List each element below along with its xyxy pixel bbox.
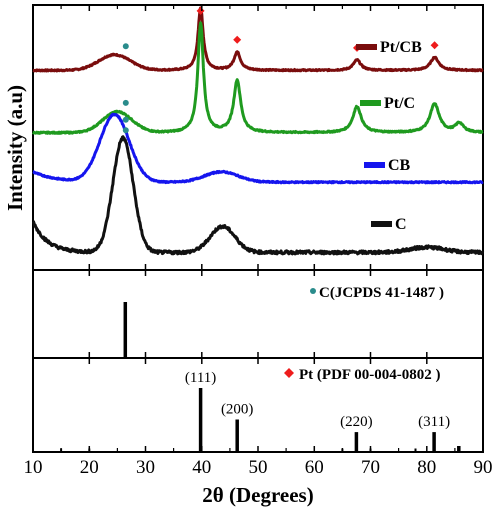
x-tick-label: 60: [305, 457, 324, 478]
x-tick-label: 50: [249, 457, 268, 478]
x-tick-label: 70: [361, 457, 380, 478]
pt-peak-marker-icon: [430, 41, 439, 50]
miller-index-label: (111): [185, 370, 216, 386]
x-tick-label: 20: [80, 457, 99, 478]
x-tick-label: 30: [136, 457, 155, 478]
miller-index-label: (220): [340, 414, 373, 430]
y-axis-title: Intensity (a.u): [3, 85, 27, 211]
carbon-reference-panel-frame: [32, 269, 484, 359]
series-line-c: [32, 135, 485, 256]
legend-label-cb: CB: [388, 157, 411, 174]
x-tick-label: 40: [192, 457, 211, 478]
series-line-cb: [32, 112, 484, 185]
pt-reference-marker-icon: [284, 368, 294, 378]
miller-index-label: (311): [418, 414, 450, 430]
carbon-peak-marker-icon: [122, 116, 129, 123]
series-line-ptc: [31, 21, 484, 135]
peak-markers: [122, 6, 439, 134]
legend-swatches: [356, 44, 392, 227]
pt-peak-marker-icon: [196, 6, 205, 15]
series-line-ptcb: [32, 6, 484, 73]
carbon-peak-marker-icon: [122, 127, 129, 134]
carbon-reference-label: C(JCPDS 41-1487 ): [319, 285, 444, 301]
diffraction-patterns: [31, 6, 485, 256]
miller-index-label: (200): [221, 402, 254, 418]
x-axis: 10 20 30 40 50 60 70 80 90: [24, 5, 493, 478]
legend-label-pt-c: Pt/C: [384, 95, 415, 112]
pt-reference-label: Pt (PDF 00-004-0802 ): [299, 367, 441, 383]
pt-peak-marker-icon: [233, 35, 242, 44]
x-axis-title: 2θ (Degrees): [202, 483, 313, 507]
carbon-peak-marker-icon: [122, 43, 129, 50]
carbon-reference-marker-icon: [310, 288, 316, 294]
x-tick-label: 90: [474, 457, 493, 478]
pt-reference-lines: (111) (200) (220) (311): [60, 370, 461, 451]
carbon-peak-marker-icon: [122, 99, 129, 106]
x-tick-label: 80: [417, 457, 436, 478]
x-tick-label: 10: [24, 457, 43, 478]
legend-label-pt-cb: Pt/CB: [380, 39, 422, 56]
legend-label-c: C: [395, 216, 407, 233]
